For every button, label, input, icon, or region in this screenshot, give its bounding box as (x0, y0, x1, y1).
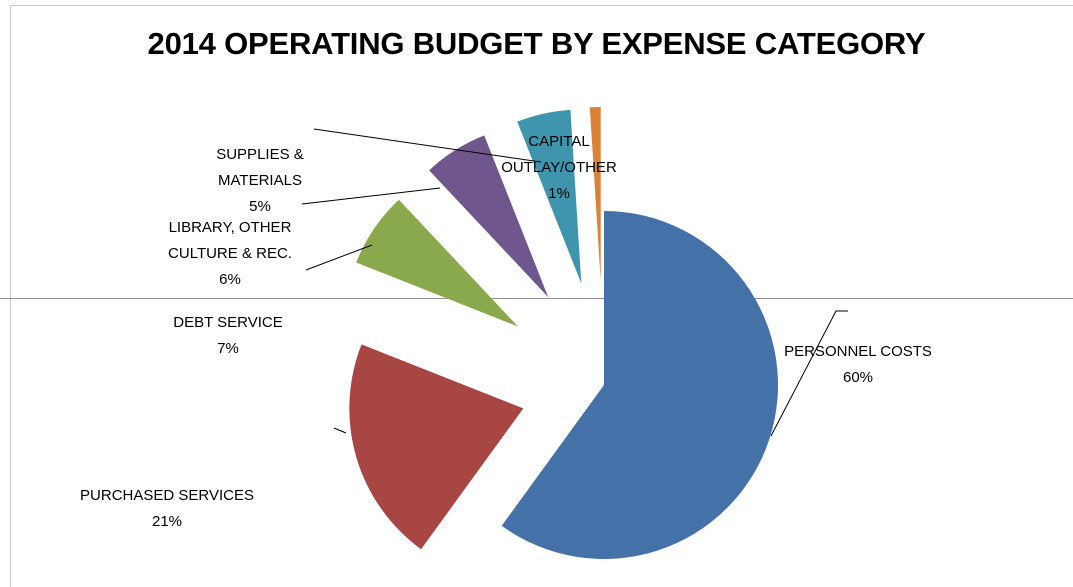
chart-title: 2014 OPERATING BUDGET BY EXPENSE CATEGOR… (147, 26, 926, 61)
data-label-supplies-materials: SUPPLIES & MATERIALS 5% (216, 146, 304, 215)
leader-line-purchased-services (333, 427, 347, 434)
data-label-capital-outlay-other: CAPITAL OUTLAY/OTHER 1% (501, 133, 617, 202)
leader-line-capital-outlay-other (313, 128, 542, 163)
pie-slice-library-other-culture-rec (429, 135, 549, 298)
data-label-debt-service: DEBT SERVICE 7% (173, 314, 282, 357)
pie-slice-personnel-costs (501, 211, 778, 559)
leader-line-supplies-materials (301, 187, 441, 205)
chart-border-left (10, 5, 11, 587)
data-label-purchased-services: PURCHASED SERVICES 21% (80, 487, 254, 530)
pie-slice-capital-outlay-other (589, 107, 601, 282)
chart-border-top (10, 5, 1073, 6)
data-label-personnel-costs: PERSONNEL COSTS 60% (784, 343, 932, 386)
pie-slice-purchased-services (349, 344, 524, 550)
leader-line-library-other-culture-rec (305, 244, 373, 271)
leader-line-personnel-costs (770, 310, 848, 437)
pie-slice-supplies-materials (517, 109, 582, 284)
horizontal-divider-line (0, 298, 1073, 299)
data-label-library-other-culture-rec: LIBRARY, OTHER CULTURE & REC. 6% (168, 219, 292, 288)
pie-slice-debt-service (356, 199, 518, 327)
